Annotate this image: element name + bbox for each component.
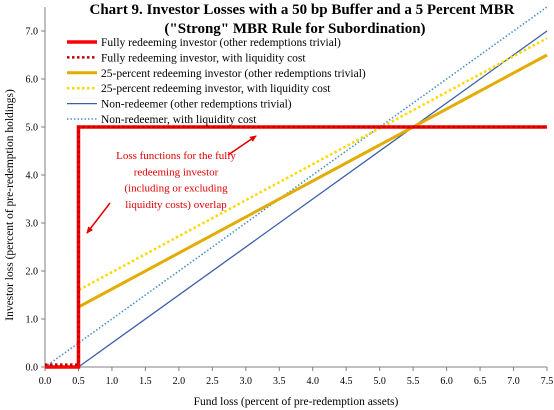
legend-label-4: Non-redeemer (other redemptions trivial) (101, 99, 292, 111)
legend-label-1: Fully redeeming investor, with liquidity… (101, 52, 306, 64)
series-line-4 (45, 30, 548, 368)
annotation-line-3: liquidity costs) overlap (125, 199, 227, 211)
chart-title-line-1: Chart 9. Investor Losses with a 50 bp Bu… (89, 2, 514, 18)
annotation-line-2: (including or excluding (124, 183, 228, 195)
x-tick-label: 2.0 (173, 376, 186, 387)
x-tick-label: 0.5 (72, 376, 85, 387)
annotation-line-1: redeeming investor (134, 166, 219, 178)
series-line-1 (45, 125, 547, 366)
x-tick-label: 7.5 (541, 376, 554, 387)
y-axis-label: Investor loss (percent of pre-redemption… (4, 89, 16, 321)
y-tick-label: 3.0 (26, 219, 39, 230)
series-layer (44, 6, 548, 369)
x-tick-label: 6.5 (474, 376, 487, 387)
y-tick-label: 2.0 (26, 267, 39, 278)
y-tick-label: 1.0 (26, 315, 39, 326)
y-tick-label: 6.0 (26, 75, 39, 86)
legend-label-3: 25-percent redeeming investor, with liqu… (101, 83, 331, 95)
x-tick-label: 5.5 (407, 376, 420, 387)
x-tick-label: 3.0 (240, 376, 253, 387)
x-tick-label: 0.0 (39, 376, 52, 387)
x-tick-label: 4.5 (340, 376, 353, 387)
annotation-arrow-right (227, 135, 257, 156)
x-tick-label: 5.0 (373, 376, 386, 387)
legend: Fully redeeming investor (other redempti… (67, 37, 366, 126)
y-tick-label: 4.0 (26, 171, 39, 182)
annotation-arrow-left (86, 202, 111, 234)
legend-label-5: Non-redeemer, with liquidity cost (101, 114, 257, 126)
annotation: Loss functions for the fully redeeming in… (86, 135, 257, 234)
x-tick-label: 6.0 (440, 376, 453, 387)
x-tick-label: 7.0 (507, 376, 520, 387)
x-tick-label: 2.5 (206, 376, 219, 387)
x-axis-label: Fund loss (percent of pre-redemption ass… (194, 396, 399, 408)
annotation-line-0: Loss functions for the fully (116, 150, 236, 162)
x-tick-label: 3.5 (273, 376, 286, 387)
y-tick-label: 7.0 (26, 27, 39, 38)
series-line-0 (45, 125, 547, 369)
x-tick-label: 4.0 (306, 376, 319, 387)
x-tick-label: 1.0 (106, 376, 119, 387)
plot-axes: 0.0 0.5 1.0 1.5 2.0 2.5 3.0 3.5 4.0 4.5 5.0 5.5 6.0 6… (26, 7, 554, 387)
chart-title-line-2: ("Strong" MBR Rule for Subordination) (164, 21, 425, 37)
y-tick-label: 5.0 (26, 123, 39, 134)
legend-label-0: Fully redeeming investor (other redempti… (101, 37, 341, 49)
y-tick-label: 0.0 (26, 363, 39, 374)
x-tick-label: 1.5 (139, 376, 152, 387)
legend-label-2: 25-percent redeeming investor (other red… (101, 68, 366, 80)
